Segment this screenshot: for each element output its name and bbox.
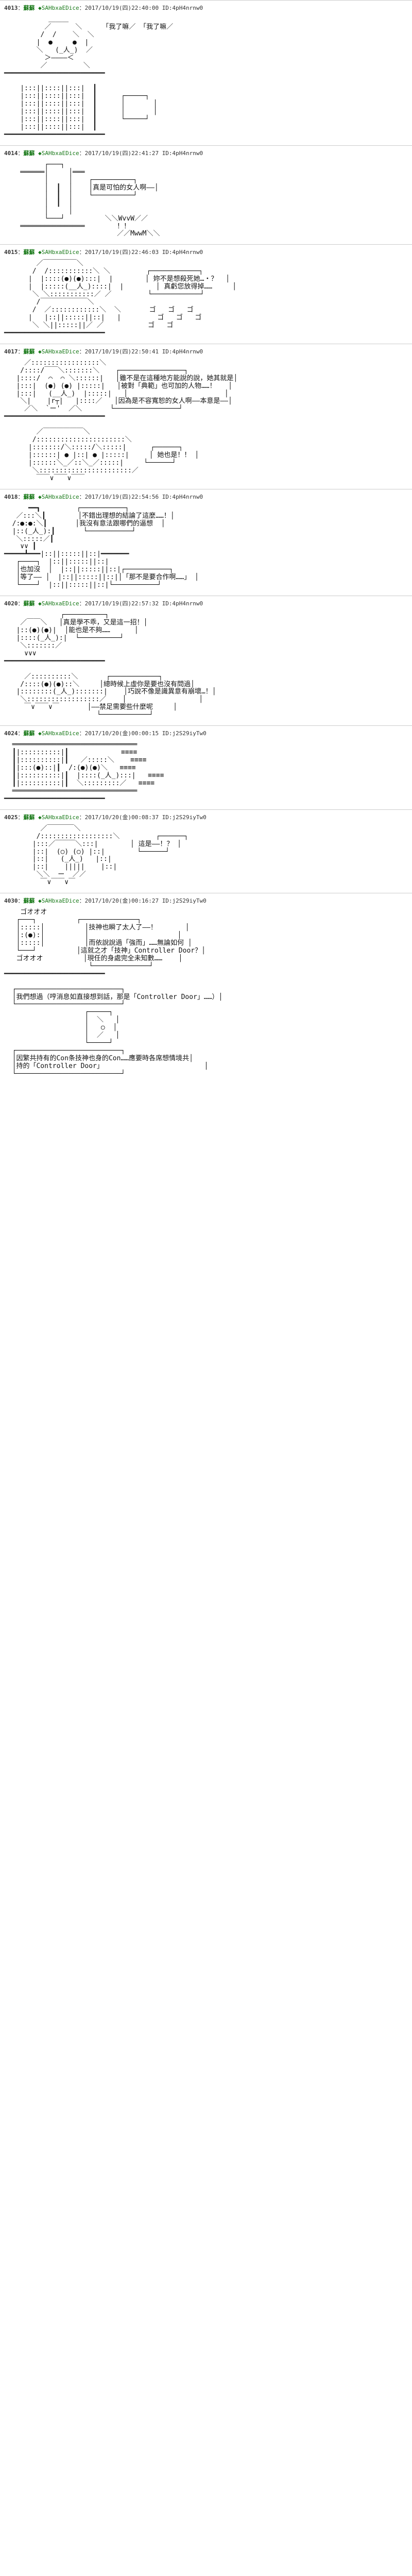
post-author-name: 蘇蘇 [24, 730, 35, 737]
post-date: 2017/10/20(金)00:08:37 [85, 814, 159, 821]
ascii-art-content: ／￣￣￣￣＼ /::::::::::::::::::＼ ┌──────┐ |::… [4, 825, 408, 887]
post-id: ID:4pH4nrnw0 [162, 249, 203, 256]
post-author-name: 蘇蘇 [24, 494, 35, 500]
post-author-name: 蘇蘇 [24, 348, 35, 355]
post-number: 4020 [4, 600, 18, 607]
post-id: ID:j2S29iyTw0 [162, 897, 207, 904]
post-number: 4013 [4, 5, 18, 11]
post-id: ID:4pH4nrnw0 [162, 150, 203, 157]
post-id: ID:4pH4nrnw0 [162, 348, 203, 355]
post-id: ID:j2S29iyTw0 [162, 730, 207, 737]
post-number: 4015 [4, 249, 18, 256]
post-date: 2017/10/19(四)22:57:32 [85, 600, 159, 607]
post-date: 2017/10/19(四)22:46:03 [85, 249, 159, 256]
post-date: 2017/10/20(金)00:00:15 [85, 730, 159, 737]
post-tripcode: ◆SAHbxaEDice [38, 897, 79, 904]
post-id: ID:4pH4nrnw0 [162, 5, 203, 11]
post-date: 2017/10/20(金)00:16:27 [85, 897, 159, 904]
post-header: 4014：蘇蘇 ◆SAHbxaEDice：2017/10/19(四)22:41:… [4, 149, 408, 157]
post-author-name: 蘇蘇 [24, 5, 35, 11]
ascii-art-content: ／￣￣￣￣￣＼ / /:::::::::::＼ ＼ ┌────────────┐… [4, 260, 408, 337]
post-tripcode: ◆SAHbxaEDice [38, 730, 79, 737]
forum-post: 4024：蘇蘇 ◆SAHbxaEDice：2017/10/20(金)00:00:… [0, 725, 412, 809]
post-author-name: 蘇蘇 [24, 814, 35, 821]
post-tripcode: ◆SAHbxaEDice [38, 348, 79, 355]
forum-post: 4025：蘇蘇 ◆SAHbxaEDice：2017/10/20(金)00:08:… [0, 809, 412, 893]
post-header: 4030：蘇蘇 ◆SAHbxaEDice：2017/10/20(金)00:16:… [4, 896, 408, 905]
post-number: 4025 [4, 814, 18, 821]
post-tripcode: ◆SAHbxaEDice [38, 150, 79, 157]
forum-post: 4013：蘇蘇 ◆SAHbxaEDice：2017/10/19(四)22:40:… [0, 0, 412, 145]
post-tripcode: ◆SAHbxaEDice [38, 5, 79, 11]
post-date: 2017/10/19(四)22:54:56 [85, 494, 159, 500]
forum-post: 4030：蘇蘇 ◆SAHbxaEDice：2017/10/20(金)00:16:… [0, 893, 412, 1084]
post-header: 4024：蘇蘇 ◆SAHbxaEDice：2017/10/20(金)00:00:… [4, 729, 408, 737]
post-date: 2017/10/19(四)22:50:41 [85, 348, 159, 355]
post-header: 4020：蘇蘇 ◆SAHbxaEDice：2017/10/19(四)22:57:… [4, 599, 408, 607]
post-date: 2017/10/19(四)22:40:00 [85, 5, 159, 11]
ascii-art-content: ┌───┐ ══════│ │═══ │ │ ┌──────────┐ │ ┃ … [4, 161, 408, 238]
post-header: 4017：蘇蘇 ◆SAHbxaEDice：2017/10/19(四)22:50:… [4, 347, 408, 355]
post-header: 4025：蘇蘇 ◆SAHbxaEDice：2017/10/20(金)00:08:… [4, 813, 408, 821]
post-tripcode: ◆SAHbxaEDice [38, 600, 79, 607]
forum-post: 4020：蘇蘇 ◆SAHbxaEDice：2017/10/19(四)22:57:… [0, 596, 412, 725]
ascii-art-content: ┌──────────┐ ／￣￣＼ │真是學不乖，又是這一招！│ |::(●)(… [4, 612, 408, 719]
post-author-name: 蘇蘇 [24, 897, 35, 904]
ascii-art-content: ／:::::::::::::::::＼ /::::/￣￣＼:::::::＼ ┌─… [4, 360, 408, 483]
forum-post: 4014：蘇蘇 ◆SAHbxaEDice：2017/10/19(四)22:41:… [0, 145, 412, 244]
post-number: 4030 [4, 897, 18, 904]
post-date: 2017/10/19(四)22:41:27 [85, 150, 159, 157]
post-id: ID:j2S29iyTw0 [162, 814, 207, 821]
post-id: ID:4pH4nrnw0 [162, 494, 203, 500]
post-number: 4014 [4, 150, 18, 157]
post-author-name: 蘇蘇 [24, 150, 35, 157]
ascii-art-content: ═══════════════════════════════ ┃|::::::… [4, 741, 408, 803]
ascii-art-content: ゴオオオ ┌───┐ ┌──────────────┐ │:::::│ │技神也… [4, 909, 408, 1078]
post-number: 4024 [4, 730, 18, 737]
post-author-name: 蘇蘇 [24, 249, 35, 256]
forum-post: 4017：蘇蘇 ◆SAHbxaEDice：2017/10/19(四)22:50:… [0, 344, 412, 489]
post-header: 4018：蘇蘇 ◆SAHbxaEDice：2017/10/19(四)22:54:… [4, 493, 408, 501]
ascii-art-content: ━━┓ ┌───────────┐ ／:::＼┃ │不錯出理想的結論了這麼……！… [4, 505, 408, 589]
post-id: ID:4pH4nrnw0 [162, 600, 203, 607]
post-number: 4018 [4, 494, 18, 500]
post-header: 4013：蘇蘇 ◆SAHbxaEDice：2017/10/19(四)22:40:… [4, 4, 408, 12]
forum-post: 4018：蘇蘇 ◆SAHbxaEDice：2017/10/19(四)22:54:… [0, 489, 412, 596]
post-tripcode: ◆SAHbxaEDice [38, 249, 79, 256]
post-header: 4015：蘇蘇 ◆SAHbxaEDice：2017/10/19(四)22:46:… [4, 248, 408, 256]
post-tripcode: ◆SAHbxaEDice [38, 494, 79, 500]
post-number: 4017 [4, 348, 18, 355]
ascii-art-content: ＿＿＿ ／ ＼ 「我了嘛／ 「我了嘛／ / / ＼ ＼ | ● ● | ＼ (_… [4, 16, 408, 139]
forum-post: 4015：蘇蘇 ◆SAHbxaEDice：2017/10/19(四)22:46:… [0, 244, 412, 343]
post-tripcode: ◆SAHbxaEDice [38, 814, 79, 821]
post-author-name: 蘇蘇 [24, 600, 35, 607]
